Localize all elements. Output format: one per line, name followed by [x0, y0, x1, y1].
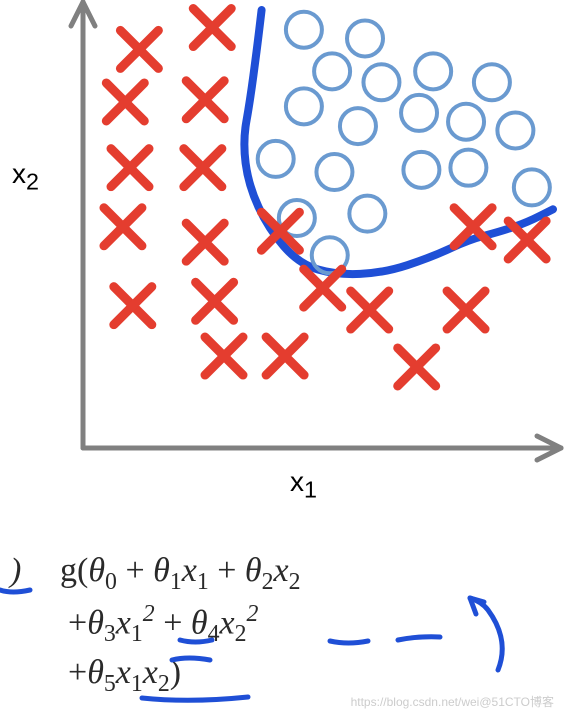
watermark-text: https://blog.csdn.net/wei@51CTO博客 — [351, 693, 554, 710]
formula-left-paren: ) — [10, 548, 21, 594]
figure-container: x1 x2 )g(θ0 + θ1x1 + θ2x2+θ3x12 + θ4x22+… — [0, 0, 582, 716]
formula-expression: )g(θ0 + θ1x1 + θ2x2+θ3x12 + θ4x22+θ5x1x2… — [60, 548, 301, 700]
scatter-chart — [0, 0, 582, 505]
y-axis-label: x2 — [12, 158, 39, 196]
x-axis-label: x1 — [290, 466, 317, 504]
